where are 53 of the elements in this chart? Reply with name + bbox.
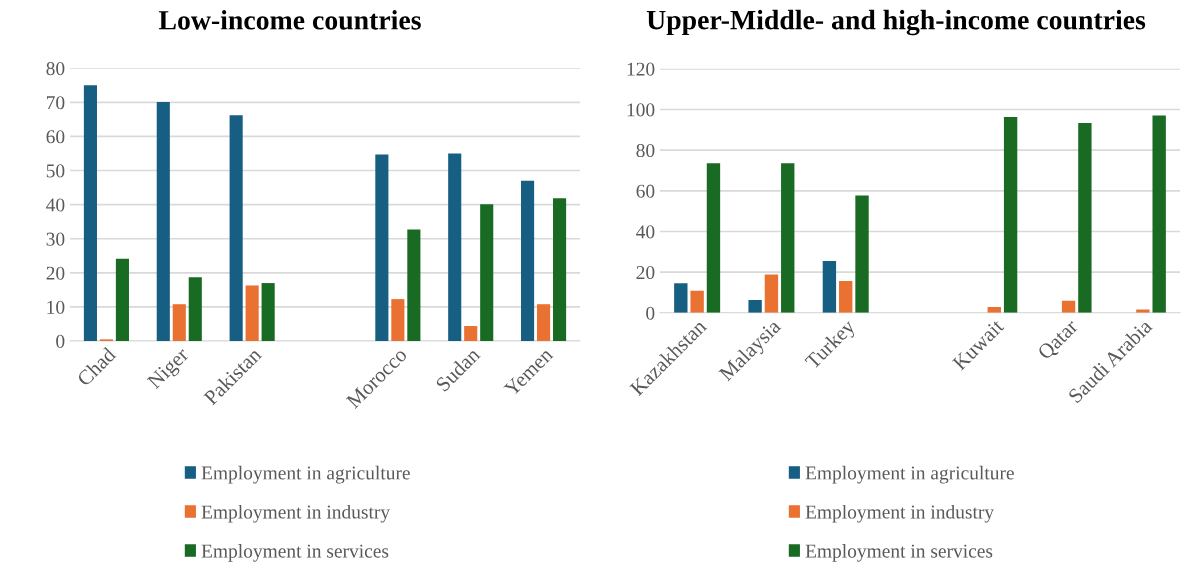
legend-label: Employment in services [805,543,993,562]
y-tick-label: 0 [56,334,65,348]
bar [172,304,186,342]
chart-title: Upper-Middle- and high-income countries [646,9,1146,36]
bar [748,300,762,313]
bar [706,163,721,313]
bar [537,304,551,342]
legend-label: Employment in agriculture [805,465,1014,484]
bar [674,283,688,313]
bar [1152,115,1166,313]
bar [855,195,869,313]
bar [245,285,259,342]
y-tick-label: 80 [46,62,65,76]
bar [464,326,478,342]
y-tick-label: 20 [636,265,655,280]
y-tick-label: 40 [636,225,655,239]
y-tick-label: 10 [47,300,65,314]
legend-label: Employment in industry [201,504,391,523]
legend-label: Employment in services [201,543,389,562]
bar [690,290,704,313]
bar [407,229,421,342]
y-tick-label: 60 [636,184,655,198]
bar [115,258,129,342]
y-tick-label: 80 [636,143,655,158]
bar [83,85,97,342]
y-tick-label: 30 [46,232,65,246]
bar [261,283,275,342]
legend-label: Employment in agriculture [201,465,410,484]
bar [480,204,494,342]
legend-label: Employment in industry [805,504,995,523]
y-tick-label: 40 [46,198,65,212]
chart-title: Low-income countries [158,10,421,30]
y-tick-label: 60 [46,130,65,144]
bar [229,115,243,342]
y-tick-label: 0 [646,306,655,320]
bar [156,101,170,342]
bar [448,153,462,342]
bar [521,180,535,342]
bar [1003,116,1018,313]
y-tick-label: 50 [46,164,65,178]
y-tick-label: 100 [627,103,655,117]
bar [822,260,837,313]
bar [188,277,202,342]
bar [839,280,853,313]
bar [391,299,405,342]
bar [375,154,389,342]
y-tick-label: 20 [46,266,65,280]
y-tick-label: 70 [46,96,65,110]
bar [781,163,795,313]
y-tick-label: 120 [627,62,655,76]
bar [553,198,567,342]
bar [764,274,779,313]
bar [1078,122,1092,313]
